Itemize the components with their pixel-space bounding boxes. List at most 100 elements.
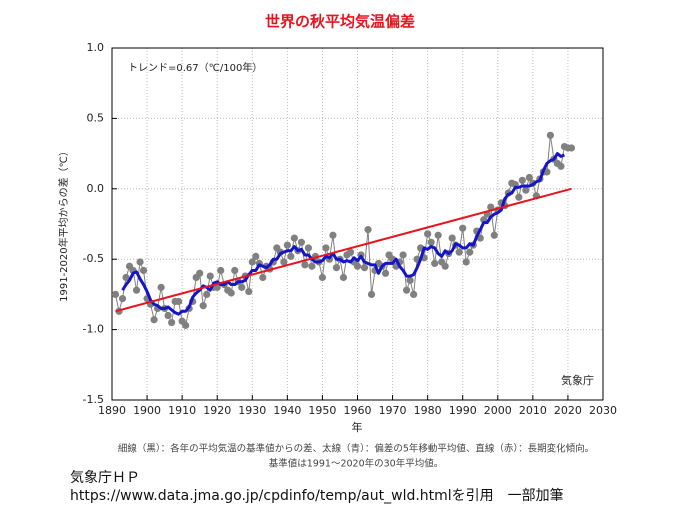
data-point [518,176,526,184]
data-point [431,259,439,268]
y-tick-label: 0.0 [87,182,105,195]
plot-frame [111,47,604,401]
y-tick-label: -1.0 [83,323,104,336]
data-point [287,252,295,260]
data-point [150,316,158,324]
data-point [424,230,432,238]
data-point [132,286,141,294]
y-tick-label: -0.5 [83,252,104,265]
x-tick-label: 1920 [203,404,231,417]
data-point [406,276,414,284]
x-tick-label: 2030 [589,404,617,417]
data-point [329,231,337,239]
data-point [213,283,221,291]
data-point [206,272,214,280]
data-point [199,302,207,310]
data-point [353,262,362,270]
data-point [252,252,260,260]
data-point [308,262,316,270]
data-point [175,297,183,306]
data-point [297,238,305,246]
x-tick-label: 1900 [133,404,161,417]
data-point [248,258,256,266]
data-point [339,273,348,282]
x-tick-label: 2000 [484,404,512,417]
data-point [196,269,204,277]
x-tick-label: 1980 [414,404,442,417]
data-point [164,311,172,320]
x-tick-label: 1960 [344,404,372,417]
series-line [121,152,565,316]
data-point [367,290,376,298]
data-point [301,261,309,269]
data-point [466,248,474,256]
data-point [139,266,148,275]
data-point [111,290,120,298]
data-point [399,251,407,259]
data-point [441,262,449,270]
source: 気象庁ＨＰ [70,470,140,486]
data-point [122,273,130,282]
x-tick-label: 2010 [519,404,547,417]
data-point [231,266,239,275]
data-point [346,248,355,256]
data-point [182,321,190,329]
data-point [290,234,298,242]
data-point [434,231,442,239]
data-point [546,131,554,139]
data-point [118,295,127,303]
data-point [448,234,456,242]
watermark: 気象庁 [561,373,594,387]
data-point [360,264,369,272]
data-point [515,193,523,201]
data-point [304,244,312,252]
data-point [136,258,144,266]
data-point [381,269,390,277]
x-tick-label: 1950 [308,404,336,417]
data-point [487,203,495,211]
data-point [238,283,246,291]
data-point [427,238,435,246]
data-point [462,258,470,266]
footnote: 細線（黒）：各年の平均気温の基準値からの差、太線（青）：偏差の5年移動平均値、直… [118,443,594,455]
x-tick-label: 1890 [98,404,126,417]
data-point [318,273,327,282]
data-point [459,224,467,232]
data-point [283,241,291,249]
x-tick-label: 2020 [554,404,582,417]
data-point [410,290,418,298]
data-point [245,287,253,296]
data-point [157,283,165,291]
y-axis-label: 1991-2020年平均からの差（℃） [57,146,70,302]
data-point [557,162,565,170]
data-point [490,231,498,239]
y-tick-label: -1.5 [83,393,104,406]
x-tick-label: 1910 [168,404,196,417]
y-tick-label: 0.5 [87,111,105,124]
data-point [227,289,235,297]
data-point [332,264,341,272]
data-point [259,273,267,282]
series-line [115,187,572,313]
x-tick-label: 1990 [449,404,477,417]
series-line [115,134,572,326]
data-point [280,258,288,266]
trend-annotation: トレンド=0.67（℃/100年） [128,61,262,74]
data-point [217,266,225,275]
data-point [322,244,330,252]
chart-title: 世界の秋平均気温偏差 [265,13,415,31]
footnote: 基準値は1991～2020年の30年平均値。 [269,458,443,470]
data-point [522,186,530,194]
data-point [525,173,533,182]
x-tick-label: 1970 [379,404,407,417]
data-point [203,290,211,298]
source: https://www.data.jma.go.jp/cpdinfo/temp/… [70,488,564,504]
data-point [455,248,463,256]
x-tick-label: 1930 [238,404,266,417]
data-point [567,144,576,152]
x-tick-label: 1940 [273,404,301,417]
x-axis-label: 年 [352,420,363,434]
y-tick-label: 1.0 [87,41,105,54]
data-point [168,318,176,327]
